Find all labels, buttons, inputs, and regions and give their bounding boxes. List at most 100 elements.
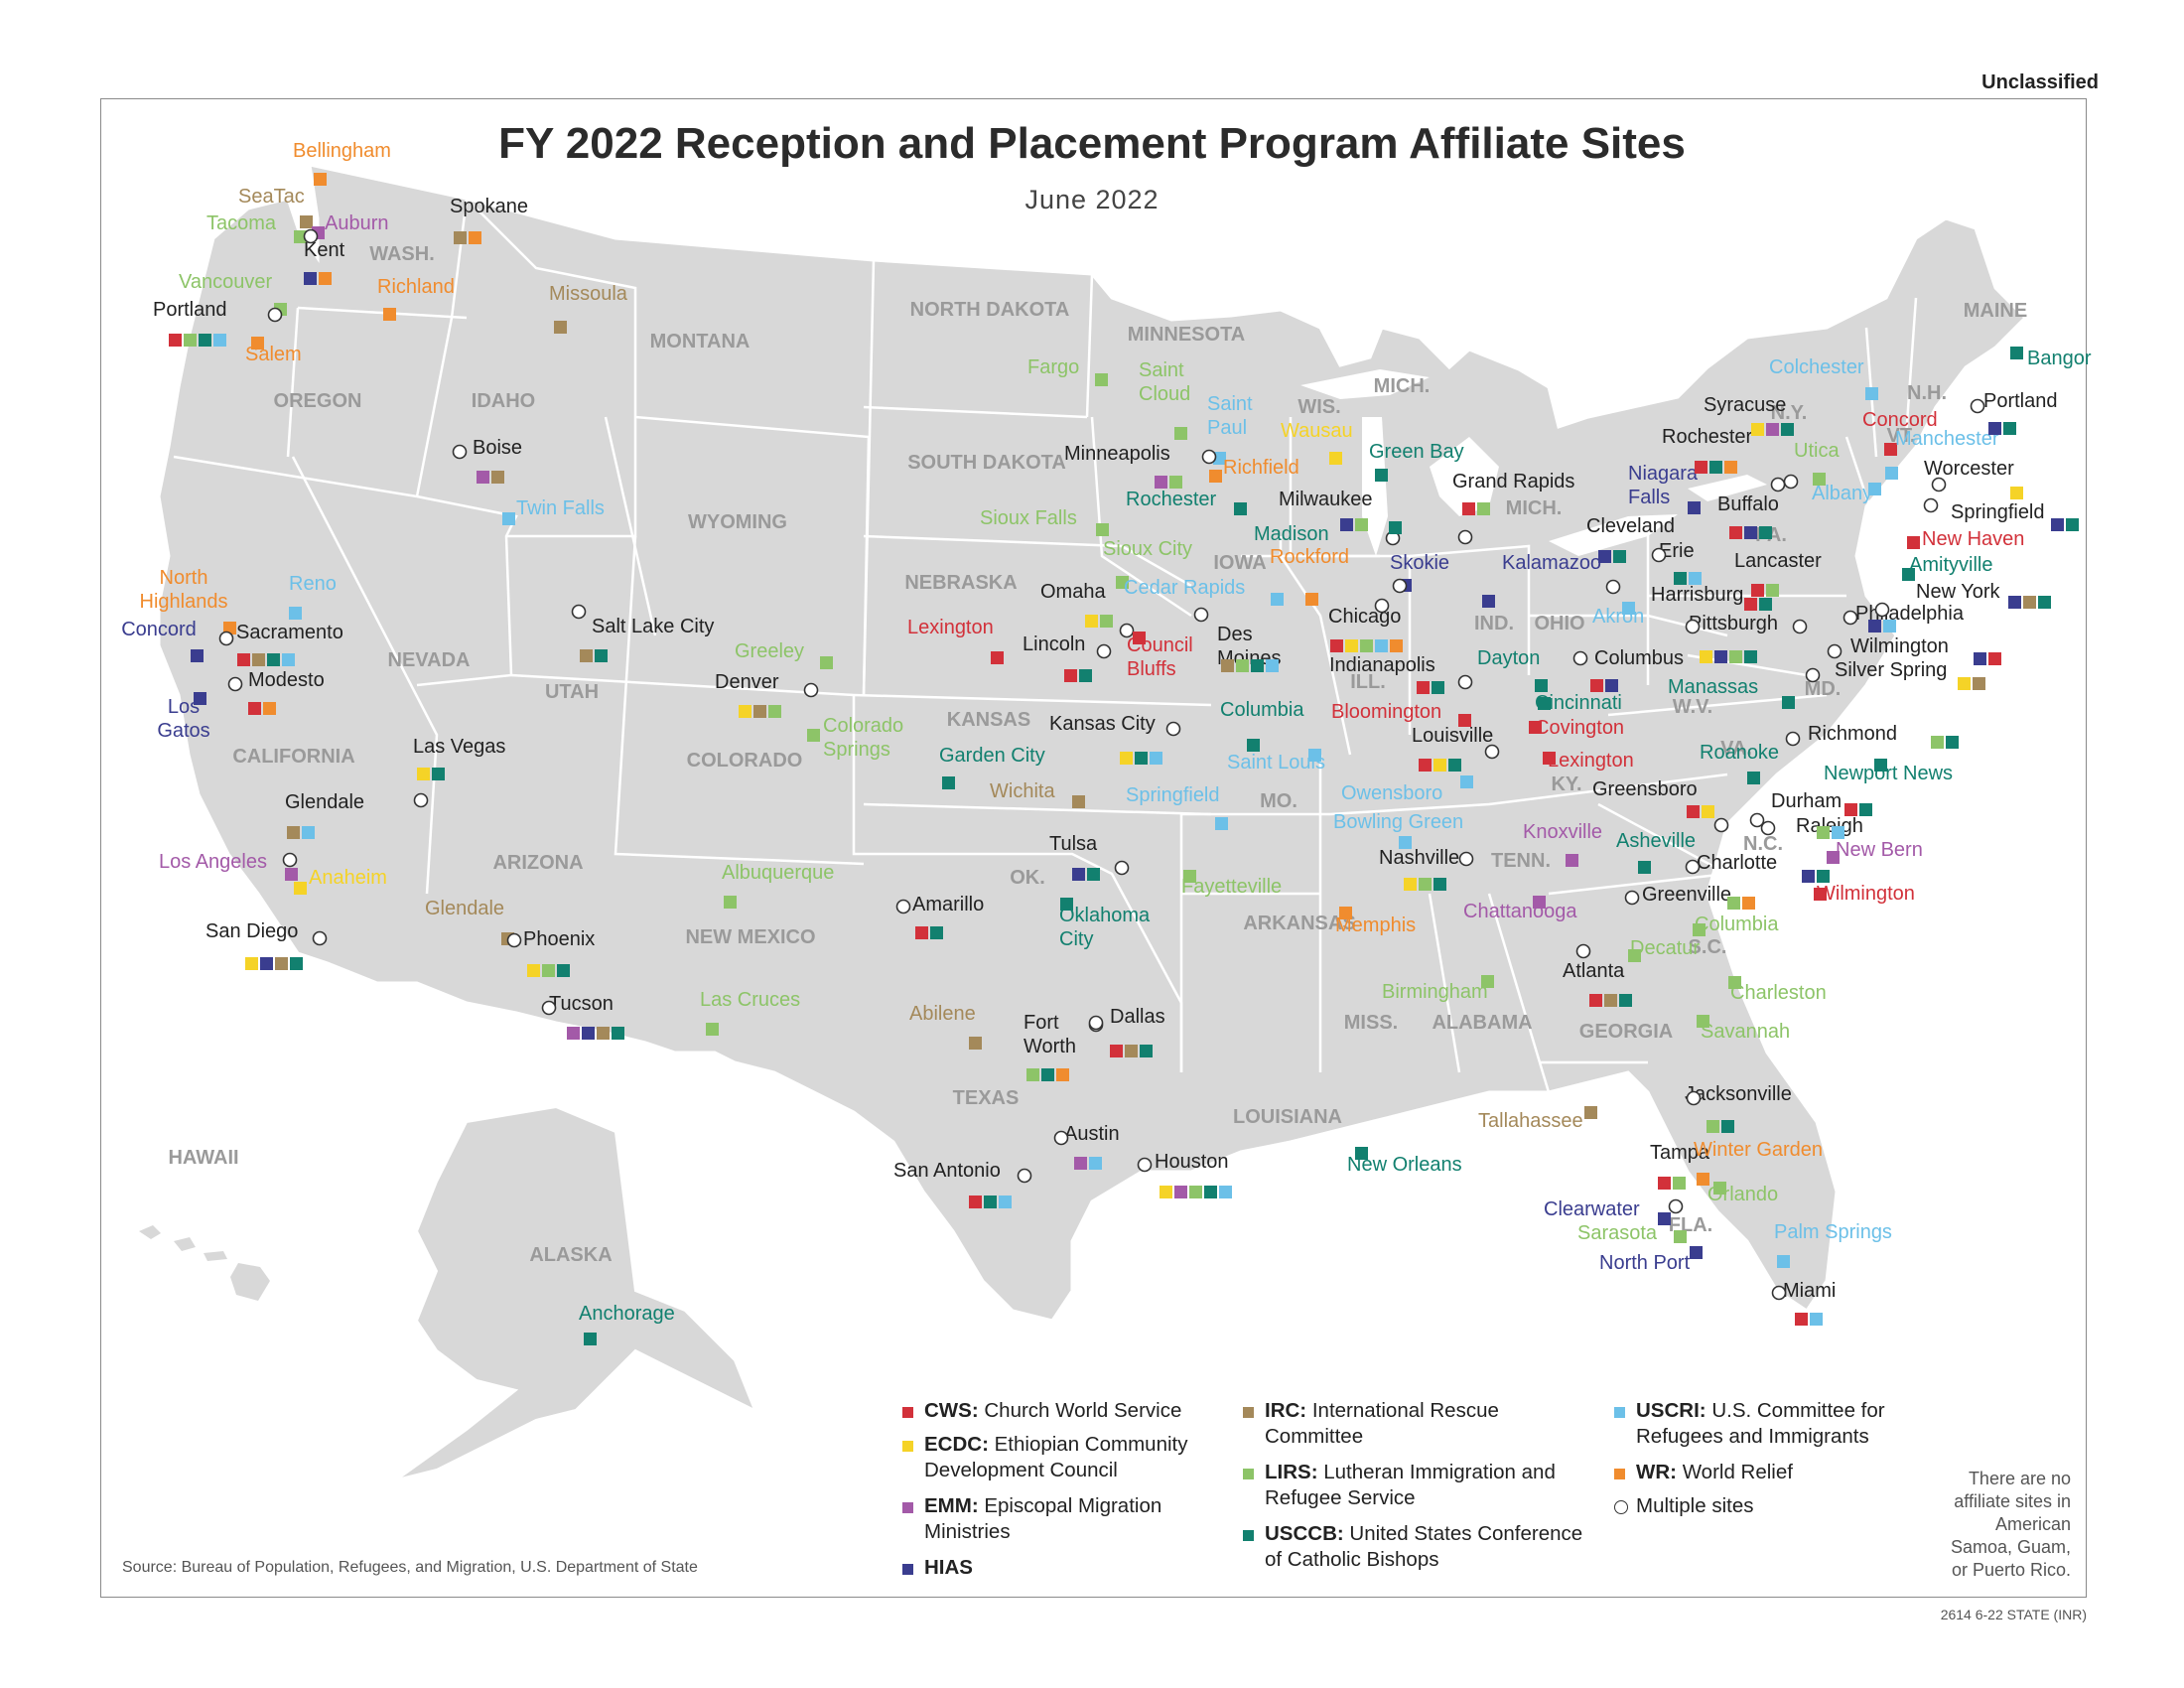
site-marker: Saint Louis — [1227, 749, 1325, 774]
agency-square — [1433, 878, 1446, 891]
agency-square — [1204, 1186, 1217, 1198]
agency-square — [383, 308, 396, 321]
site-label: Saint Paul — [1207, 393, 1253, 439]
site-marker: Springfield — [1923, 497, 2079, 531]
site-label: Manchester — [1895, 428, 1999, 450]
site-label: Portland — [1983, 390, 2058, 412]
site-marker: Akron — [1592, 602, 1644, 628]
agency-square — [1060, 898, 1073, 911]
site-marker: Houston — [1137, 1151, 1232, 1198]
site-label: Columbia — [1220, 699, 1304, 721]
state-label: MONTANA — [650, 331, 751, 352]
site-label: Modesto — [248, 669, 325, 691]
agency-square — [1234, 502, 1247, 515]
legend-item-irc: IRC: International Rescue Committee — [1243, 1398, 1592, 1450]
legend-item-wr: WR: World Relief — [1614, 1460, 1964, 1485]
agency-square — [1868, 483, 1881, 495]
site-marker: Chicago — [1328, 598, 1403, 652]
site-label: Glendale — [425, 898, 504, 919]
agency-square — [1827, 851, 1840, 864]
site-marker: Columbus — [1572, 647, 1684, 692]
agency-square — [2038, 596, 2051, 609]
state-label: MAINE — [1964, 300, 2027, 322]
agency-square — [1619, 994, 1632, 1007]
multiple-sites-circle — [1017, 1168, 1032, 1184]
site-marker: Knoxville — [1523, 821, 1602, 867]
agency-square — [1902, 568, 1915, 581]
multiple-sites-circle — [1165, 721, 1181, 737]
map-code: 2614 6-22 STATE (INR) — [1940, 1607, 2087, 1622]
site-marker: Wichita — [990, 780, 1085, 808]
agency-square — [991, 651, 1004, 664]
agency-square — [1247, 739, 1260, 752]
site-label: Vancouver — [179, 271, 272, 293]
site-label: Reno — [289, 573, 337, 595]
site-label: Los Gatos — [157, 696, 209, 742]
agency-square — [1814, 888, 1827, 901]
site-label: Houston — [1155, 1151, 1229, 1173]
site-label: Durham — [1771, 790, 1842, 812]
agency-square — [1706, 1120, 1719, 1133]
classification-label: Unclassified — [1981, 71, 2099, 93]
agency-square — [1744, 650, 1757, 663]
site-marker: Bloomington — [1331, 701, 1471, 727]
site-marker: Amityville — [1902, 554, 1992, 581]
site-marker: Cedar Rapids — [1124, 577, 1284, 606]
site-marker: Concord — [121, 619, 204, 662]
site-marker: Lancaster — [1734, 550, 1822, 634]
agency-square — [275, 957, 288, 970]
site-label: North Port — [1599, 1252, 1691, 1274]
agency-square — [502, 512, 515, 525]
agency-square — [1169, 476, 1182, 489]
legend-item-emm: EMM: Episcopal Migration Ministries — [902, 1493, 1252, 1545]
site-label: Charleston — [1730, 982, 1827, 1004]
multiple-sites-circle — [218, 631, 234, 646]
agency-square — [1221, 659, 1234, 672]
site-marker: Tucson — [541, 993, 624, 1040]
site-marker: Austin — [1053, 1123, 1120, 1170]
agency-square — [1688, 501, 1701, 514]
agency-square — [1189, 1186, 1202, 1198]
agency-square — [930, 926, 943, 939]
site-label: Wichita — [990, 780, 1055, 802]
site-label: Dayton — [1477, 647, 1540, 669]
agency-square — [294, 230, 307, 243]
site-label: New York — [1916, 581, 2000, 603]
site-label: Palm Springs — [1774, 1221, 1892, 1243]
agency-square — [984, 1196, 997, 1208]
agency-square — [1271, 593, 1284, 606]
agency-square — [1120, 752, 1133, 765]
site-marker: Denver — [715, 671, 819, 718]
site-marker: Manassas — [1668, 676, 1795, 709]
site-marker: Lexington — [907, 617, 1004, 664]
agency-square — [1125, 1045, 1138, 1057]
site-label: Wilmington — [1850, 635, 1949, 657]
site-label: Asheville — [1616, 830, 1696, 852]
multiple-sites-circle — [506, 932, 522, 948]
site-marker: Indianapolis — [1329, 654, 1473, 694]
site-marker: Greenville — [1624, 884, 1755, 910]
agency-square — [1759, 598, 1772, 611]
state-label: TEXAS — [953, 1087, 1020, 1109]
site-label: Lexington — [1548, 750, 1634, 772]
site-marker: Palm Springs — [1774, 1221, 1892, 1268]
agency-square — [245, 957, 258, 970]
agency-square — [184, 334, 197, 347]
site-label: Fargo — [1027, 356, 1079, 378]
agency-square — [1116, 576, 1129, 589]
agency-square — [1988, 422, 2001, 435]
multiple-sites-circle — [895, 899, 911, 914]
state-label: VA. — [1720, 738, 1752, 760]
site-marker: New Haven — [1907, 528, 2024, 550]
state-label: KY. — [1551, 774, 1581, 795]
site-label: Boise — [473, 437, 522, 459]
site-marker: Amarillo — [895, 894, 984, 939]
agency-square — [1390, 639, 1403, 652]
agency-square — [1399, 836, 1412, 849]
site-label: Covington — [1535, 717, 1624, 739]
agency-square — [1345, 639, 1358, 652]
legend-swatch — [1243, 1407, 1254, 1418]
site-marker: Richland — [377, 276, 455, 321]
site-marker: Winter Garden — [1694, 1139, 1823, 1186]
map-frame — [100, 98, 2087, 1598]
